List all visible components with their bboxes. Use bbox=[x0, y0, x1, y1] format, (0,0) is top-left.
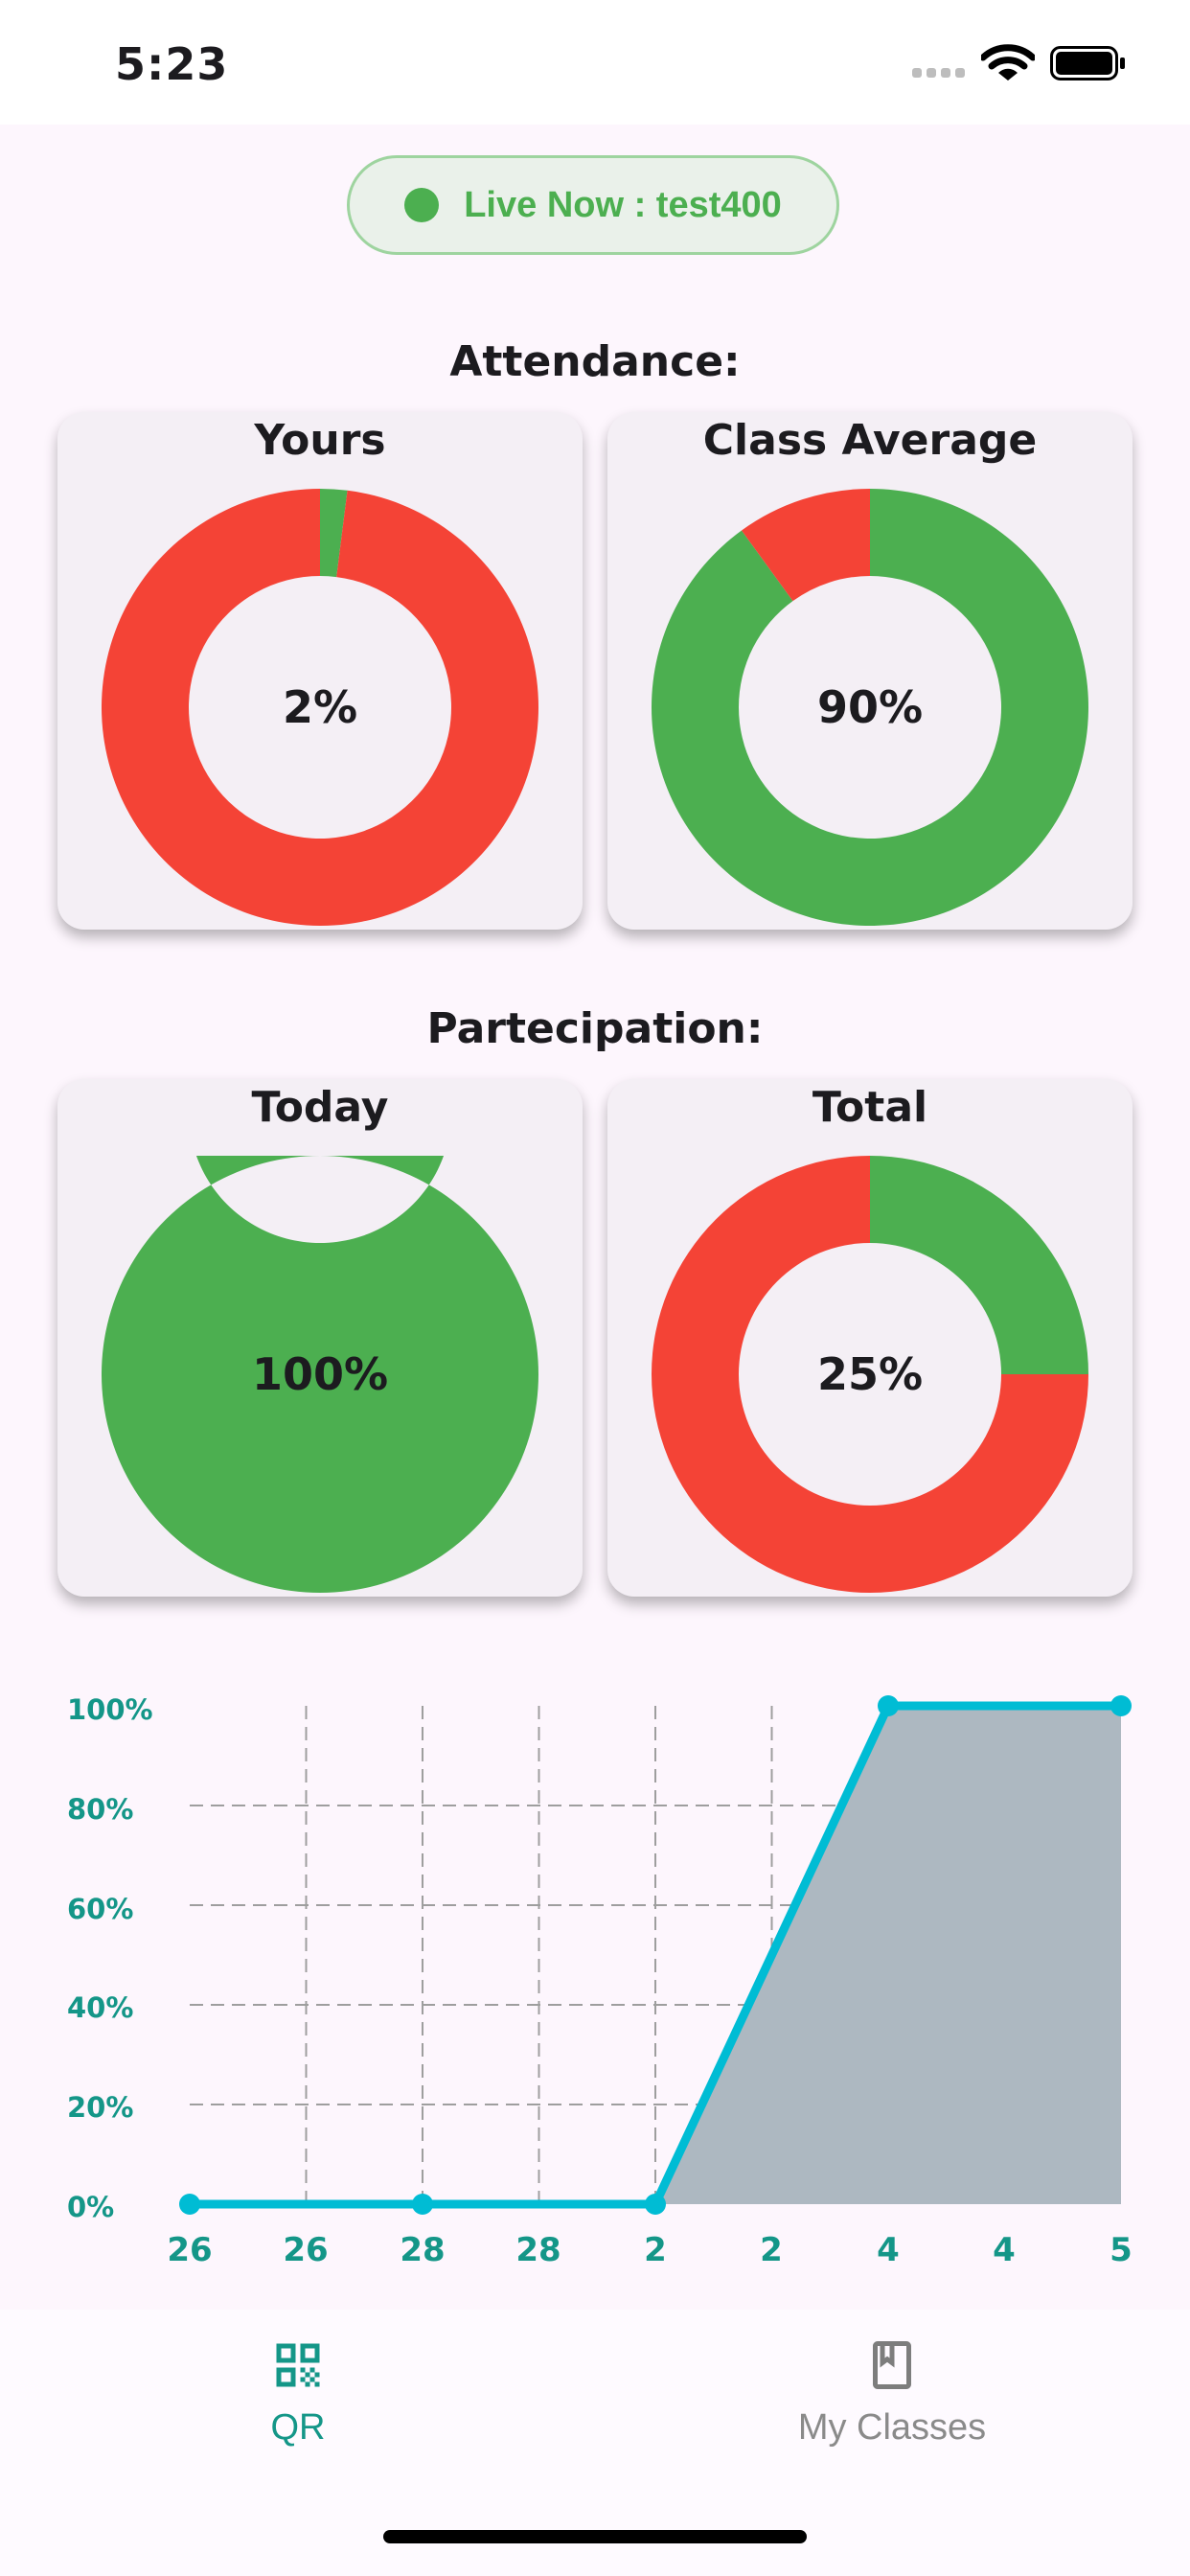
attendance-yours-card: Yours 2% bbox=[57, 412, 583, 930]
live-indicator-dot bbox=[404, 188, 440, 222]
donut-chart bbox=[652, 489, 1088, 926]
y-tick-label: 0% bbox=[67, 2191, 115, 2223]
chart-data-point bbox=[878, 1695, 899, 1716]
chart-data-point bbox=[179, 2194, 200, 2215]
chart-data-point bbox=[645, 2194, 666, 2215]
live-now-text: Live Now : test400 bbox=[464, 184, 782, 225]
battery-icon bbox=[1050, 46, 1125, 80]
y-tick-label: 40% bbox=[67, 1991, 134, 2024]
card-title: Yours bbox=[254, 416, 386, 465]
x-tick-label: 26 bbox=[167, 2231, 213, 2269]
donut-chart bbox=[652, 1156, 1088, 1593]
participation-title: Partecipation: bbox=[426, 1004, 764, 1053]
chart-area-fill bbox=[655, 1706, 1121, 2204]
x-tick-label: 26 bbox=[283, 2231, 329, 2269]
cellular-signal-icon bbox=[912, 68, 965, 78]
donut-chart bbox=[102, 489, 538, 926]
x-tick-label: 5 bbox=[1110, 2231, 1133, 2269]
live-now-badge[interactable]: Live Now : test400 bbox=[347, 155, 839, 255]
donut-percent-label: 100% bbox=[251, 1348, 389, 1400]
x-tick-label: 4 bbox=[993, 2231, 1016, 2269]
donut-positive-segment bbox=[652, 489, 1088, 926]
y-tick-label: 80% bbox=[67, 1793, 134, 1826]
x-tick-label: 2 bbox=[644, 2231, 667, 2269]
donut-positive-segment bbox=[870, 1156, 1088, 1374]
nav-item-qr[interactable]: QR bbox=[154, 2336, 442, 2449]
participation-today-card: Today 100% bbox=[57, 1079, 583, 1597]
nav-label: QR bbox=[270, 2407, 326, 2448]
x-tick-label: 4 bbox=[877, 2231, 900, 2269]
status-time: 5:23 bbox=[115, 38, 229, 90]
chart-data-point bbox=[1110, 1695, 1132, 1716]
card-title: Total bbox=[812, 1083, 928, 1132]
donut-negative-segment bbox=[102, 489, 538, 926]
status-bar: 5:23 bbox=[0, 0, 1190, 125]
donut-chart bbox=[102, 1156, 538, 1593]
donut-positive-segment bbox=[102, 1156, 538, 1593]
wifi-icon bbox=[981, 44, 1035, 80]
x-tick-label: 28 bbox=[400, 2231, 446, 2269]
nav-label: My Classes bbox=[797, 2407, 987, 2448]
attendance-title: Attendance: bbox=[449, 337, 741, 386]
y-tick-label: 20% bbox=[67, 2091, 134, 2124]
y-tick-label: 60% bbox=[67, 1893, 134, 1925]
donut-percent-label: 2% bbox=[282, 681, 358, 733]
qr-code-icon bbox=[276, 2343, 320, 2387]
donut-negative-segment bbox=[741, 489, 870, 602]
home-indicator bbox=[383, 2530, 807, 2543]
nav-item-my-classes[interactable]: My Classes bbox=[748, 2336, 1036, 2449]
chart-data-point bbox=[412, 2194, 433, 2215]
participation-total-card: Total 25% bbox=[607, 1079, 1133, 1597]
x-tick-label: 2 bbox=[760, 2231, 783, 2269]
line-chart-plot bbox=[179, 1695, 1132, 2215]
x-tick-label: 28 bbox=[515, 2231, 561, 2269]
donut-percent-label: 25% bbox=[816, 1348, 924, 1400]
y-tick-label: 100% bbox=[67, 1693, 153, 1726]
attendance-class-average-card: Class Average 90% bbox=[607, 412, 1133, 930]
donut-positive-segment bbox=[320, 489, 348, 578]
donut-negative-segment bbox=[652, 1156, 1088, 1593]
donut-percent-label: 90% bbox=[816, 681, 924, 733]
book-icon bbox=[873, 2341, 911, 2389]
card-title: Today bbox=[251, 1083, 389, 1132]
participation-line-chart: 100% 80% 60% 40% 20% 0% 26 26 28 28 2 2 … bbox=[0, 1648, 1190, 2281]
card-title: Class Average bbox=[702, 416, 1038, 465]
